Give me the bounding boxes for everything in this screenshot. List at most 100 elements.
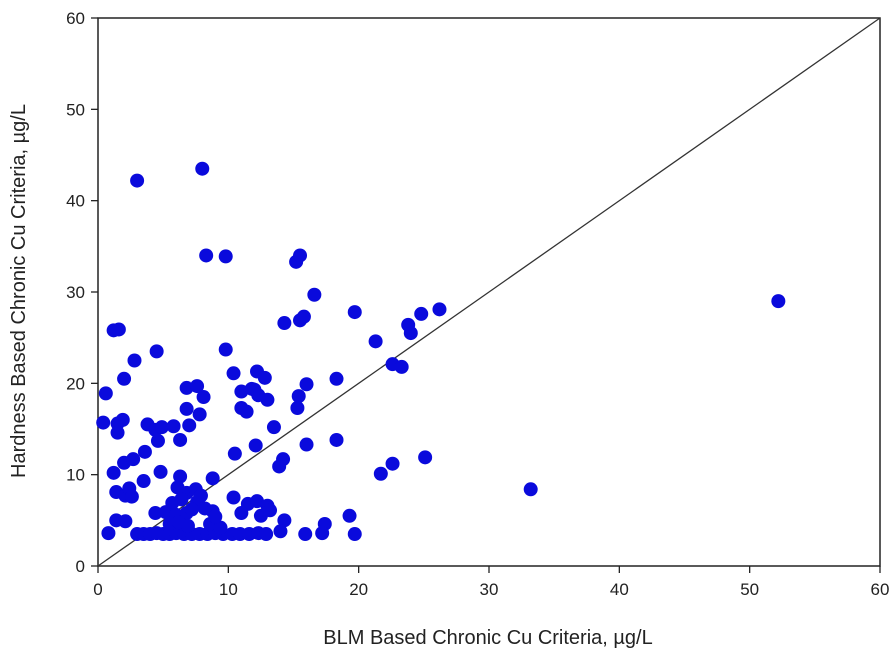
y-tick-label: 0	[76, 557, 85, 576]
x-tick-label: 60	[871, 580, 890, 599]
axes: 0 10 20 30 40 50 60 0 10 20 30 40 50 60	[66, 9, 889, 599]
data-point	[150, 433, 165, 448]
data-point	[263, 503, 278, 518]
x-tick-label: 20	[349, 580, 368, 599]
data-point	[110, 425, 125, 440]
data-point	[136, 474, 151, 489]
data-point	[347, 305, 362, 320]
data-point	[373, 466, 388, 481]
data-point	[259, 527, 274, 542]
data-point	[199, 248, 214, 263]
data-point	[173, 469, 188, 484]
data-point	[106, 465, 121, 480]
data-point	[124, 489, 139, 504]
data-point	[234, 506, 249, 521]
data-point	[208, 509, 223, 524]
data-points	[96, 161, 786, 542]
data-point	[192, 407, 207, 422]
data-point	[403, 326, 418, 341]
data-point	[154, 420, 169, 435]
data-point	[347, 527, 362, 542]
data-point	[153, 464, 168, 479]
data-point	[272, 459, 287, 474]
data-point	[98, 386, 113, 401]
data-point	[771, 294, 786, 309]
data-point	[101, 526, 116, 541]
data-point	[149, 344, 164, 359]
y-axis-title: Hardness Based Chronic Cu Criteria, µg/L	[8, 104, 30, 478]
data-point	[126, 452, 141, 467]
data-point	[247, 382, 262, 397]
data-point	[277, 513, 292, 528]
data-point	[173, 432, 188, 447]
data-point	[96, 415, 111, 430]
data-point	[298, 527, 313, 542]
data-point	[127, 353, 142, 368]
data-point	[432, 302, 447, 317]
x-axis-title: BLM Based Chronic Cu Criteria, µg/L	[323, 627, 652, 649]
data-point	[184, 502, 199, 517]
data-point	[205, 471, 220, 486]
data-point	[290, 400, 305, 415]
data-point	[329, 371, 344, 386]
x-tick-label: 0	[93, 580, 102, 599]
data-point	[226, 366, 241, 381]
data-point	[273, 524, 288, 539]
y-tick-label: 40	[66, 192, 85, 211]
data-point	[260, 392, 275, 407]
data-point	[291, 389, 306, 404]
data-point	[257, 370, 272, 385]
data-point	[293, 248, 308, 263]
data-point	[179, 401, 194, 416]
data-point	[368, 334, 383, 349]
data-point	[179, 380, 194, 395]
data-point	[196, 390, 211, 405]
data-point	[414, 306, 429, 321]
data-point	[394, 359, 409, 374]
data-point	[218, 342, 233, 357]
x-tick-label: 30	[480, 580, 499, 599]
data-point	[277, 316, 292, 331]
data-point	[115, 412, 130, 427]
data-point	[329, 432, 344, 447]
data-point	[213, 520, 228, 535]
data-point	[117, 371, 132, 386]
data-point	[182, 418, 197, 433]
data-point	[195, 161, 210, 176]
data-point	[148, 506, 163, 521]
y-tick-label: 30	[66, 283, 85, 302]
data-point	[523, 482, 538, 497]
data-point	[250, 494, 265, 509]
data-point	[307, 287, 322, 302]
data-point	[342, 508, 357, 523]
y-tick-label: 10	[66, 466, 85, 485]
data-point	[239, 404, 254, 419]
x-tick-label: 10	[219, 580, 238, 599]
data-point	[165, 495, 180, 510]
data-point	[266, 420, 281, 435]
data-point	[248, 438, 263, 453]
data-point	[118, 514, 133, 529]
data-point	[137, 444, 152, 459]
data-point	[193, 488, 208, 503]
data-point	[180, 518, 195, 533]
y-tick-label: 20	[66, 374, 85, 393]
data-point	[385, 456, 400, 471]
data-point	[296, 309, 311, 324]
data-point	[299, 437, 314, 452]
x-tick-label: 40	[610, 580, 629, 599]
data-point	[218, 249, 233, 264]
data-point	[130, 173, 145, 188]
y-tick-label: 60	[66, 9, 85, 28]
data-point	[315, 526, 330, 541]
y-tick-label: 50	[66, 100, 85, 119]
data-point	[226, 490, 241, 505]
data-point	[418, 450, 433, 465]
x-tick-label: 50	[740, 580, 759, 599]
data-point	[299, 377, 314, 392]
data-point	[111, 322, 126, 337]
data-point	[227, 446, 242, 461]
one-to-one-line	[97, 17, 881, 567]
data-point	[166, 419, 181, 434]
